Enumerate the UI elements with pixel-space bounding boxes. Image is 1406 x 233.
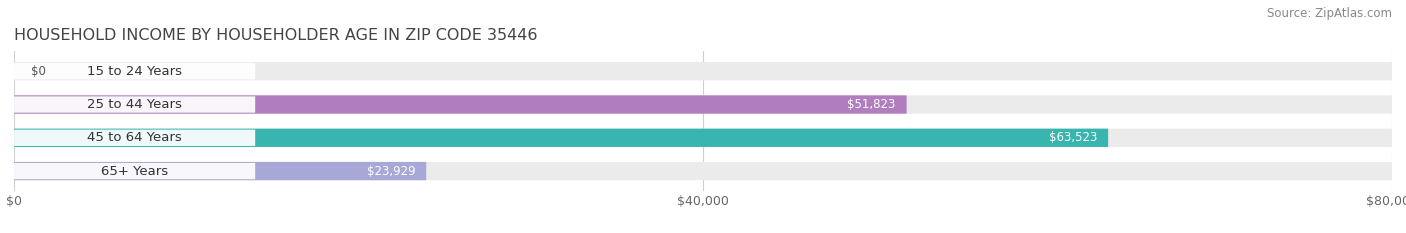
FancyBboxPatch shape bbox=[14, 129, 1392, 147]
Text: 45 to 64 Years: 45 to 64 Years bbox=[87, 131, 181, 144]
FancyBboxPatch shape bbox=[14, 63, 256, 79]
FancyBboxPatch shape bbox=[14, 95, 1392, 114]
FancyBboxPatch shape bbox=[14, 162, 1392, 180]
FancyBboxPatch shape bbox=[14, 162, 426, 180]
Text: $51,823: $51,823 bbox=[848, 98, 896, 111]
FancyBboxPatch shape bbox=[14, 95, 907, 114]
Text: Source: ZipAtlas.com: Source: ZipAtlas.com bbox=[1267, 7, 1392, 20]
FancyBboxPatch shape bbox=[14, 163, 256, 179]
Text: $63,523: $63,523 bbox=[1049, 131, 1097, 144]
Text: $0: $0 bbox=[31, 65, 45, 78]
FancyBboxPatch shape bbox=[14, 62, 1392, 80]
FancyBboxPatch shape bbox=[14, 129, 1108, 147]
FancyBboxPatch shape bbox=[14, 130, 256, 146]
Text: $23,929: $23,929 bbox=[367, 164, 415, 178]
Text: HOUSEHOLD INCOME BY HOUSEHOLDER AGE IN ZIP CODE 35446: HOUSEHOLD INCOME BY HOUSEHOLDER AGE IN Z… bbox=[14, 28, 537, 43]
Text: 25 to 44 Years: 25 to 44 Years bbox=[87, 98, 181, 111]
FancyBboxPatch shape bbox=[14, 96, 256, 113]
Text: 15 to 24 Years: 15 to 24 Years bbox=[87, 65, 183, 78]
Text: 65+ Years: 65+ Years bbox=[101, 164, 169, 178]
